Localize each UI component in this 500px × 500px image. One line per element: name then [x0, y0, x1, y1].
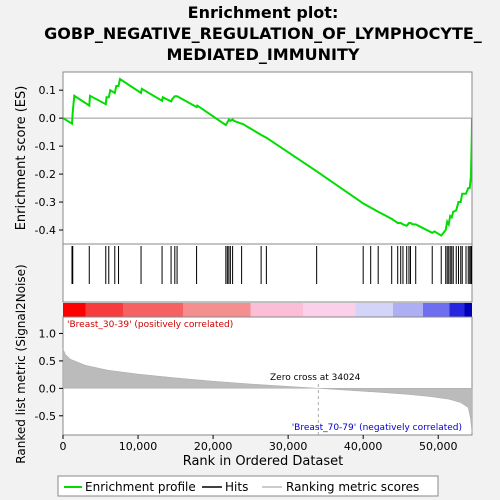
x-tick-label: 20,000 [194, 440, 233, 453]
legend-metric-label: Ranking metric scores [286, 480, 419, 494]
chart-title-line1: Enrichment plot: [188, 3, 339, 22]
es-y-tick-label: -0.4 [35, 224, 56, 237]
hits-markers [71, 246, 473, 284]
metric-y-tick-label: 1.0 [39, 327, 57, 340]
chart-title-line2: GOBP_NEGATIVE_REGULATION_OF_LYMPHOCYTE_ [44, 24, 482, 43]
legend-box [57, 475, 439, 497]
legend: Enrichment profile Hits Ranking metric s… [57, 475, 439, 497]
positive-correlation-label: 'Breast_30-39' (positively correlated) [67, 320, 233, 330]
x-tick-label: 40,000 [344, 440, 383, 453]
es-y-tick-label: 0.0 [39, 112, 57, 125]
metric-y-ticks: 1.0 0.5 0.0 -0.5 [35, 327, 63, 423]
es-y-ticks: 0.1 0.0 -0.1 -0.2 -0.3 -0.4 [35, 84, 63, 237]
es-y-tick-label: 0.1 [39, 84, 57, 97]
es-panel [62, 71, 473, 245]
ranked-color-bar [63, 303, 472, 317]
x-tick-label: 30,000 [269, 440, 308, 453]
enrichment-profile-line [63, 77, 472, 237]
x-tick-label: 10,000 [119, 440, 158, 453]
x-axis-label: Rank in Ordered Dataset [183, 454, 344, 469]
metric-y-axis-label: Ranked list metric (Signal2Noise) [14, 264, 28, 463]
ranking-metric-area [62, 348, 473, 433]
es-y-axis-label: Enrichment score (ES) [14, 86, 29, 231]
x-tick-label: 0 [60, 440, 67, 453]
legend-hits-label: Hits [225, 480, 248, 494]
es-y-tick-label: -0.2 [35, 168, 56, 181]
metric-y-tick-label: -0.5 [35, 410, 56, 423]
chart-title-line3: MEDIATED_IMMUNITY [167, 45, 360, 64]
legend-profile-label: Enrichment profile [85, 480, 196, 494]
x-axis-ticks: 0 10,000 20,000 30,000 40,000 50,000 [60, 435, 458, 453]
negative-correlation-label: 'Breast_70-79' (negatively correlated) [292, 423, 462, 433]
es-y-tick-label: -0.1 [35, 140, 56, 153]
metric-y-tick-label: 0.0 [39, 382, 57, 395]
x-tick-label: 50,000 [419, 440, 458, 453]
hits-panel [62, 243, 473, 303]
metric-y-tick-label: 0.5 [39, 355, 57, 368]
es-y-tick-label: -0.3 [35, 196, 56, 209]
zero-cross-label: Zero cross at 34024 [270, 373, 361, 383]
